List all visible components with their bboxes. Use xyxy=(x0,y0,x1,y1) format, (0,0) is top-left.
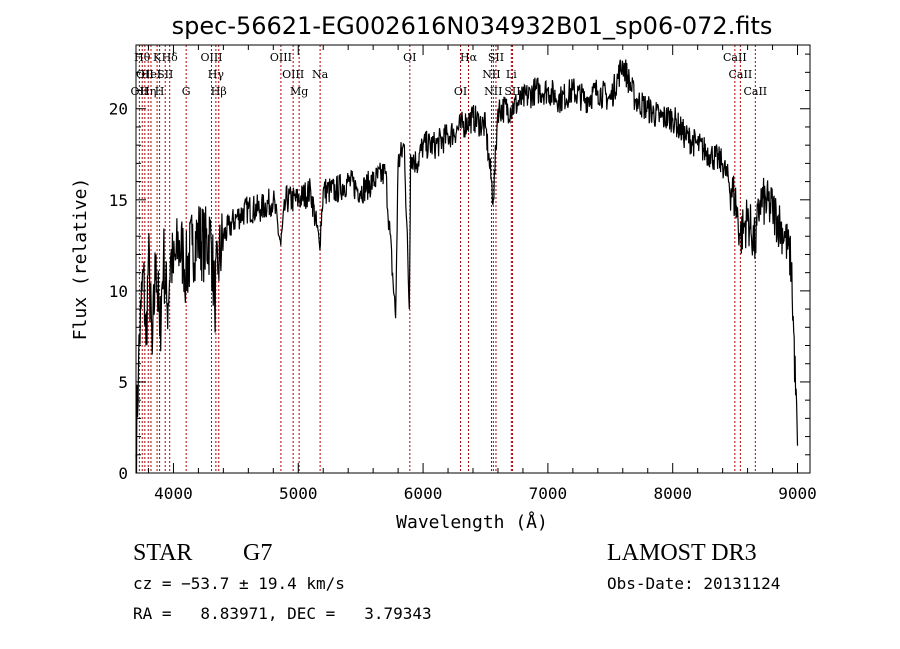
object-subclass: G7 xyxy=(243,540,273,566)
spectral-line-label: Hθ xyxy=(134,51,151,64)
y-axis-ticks: 0 5 10 15 20 xyxy=(109,53,810,483)
y-tick-label: 0 xyxy=(118,464,128,483)
spectral-line-label: SII xyxy=(504,85,520,98)
x-tick-label: 6000 xyxy=(404,484,443,503)
y-tick-label: 20 xyxy=(109,100,128,119)
object-class: STAR xyxy=(133,540,193,566)
spectral-line-label: OI xyxy=(403,51,416,64)
spectral-line-label: CaII xyxy=(729,68,753,81)
y-tick-label: 15 xyxy=(109,191,128,210)
spectral-line-label: OIII xyxy=(270,51,292,64)
y-tick-label: 10 xyxy=(109,282,128,301)
spectral-line-markers xyxy=(138,45,756,473)
x-tick-label: 5000 xyxy=(279,484,318,503)
spectral-line-label: OII xyxy=(136,68,154,81)
x-tick-label: 4000 xyxy=(154,484,193,503)
x-tick-label: 7000 xyxy=(529,484,568,503)
spectral-line-label: Hγ xyxy=(208,68,225,81)
x-tick-label: 9000 xyxy=(778,484,817,503)
spectral-line-label: SII xyxy=(488,51,504,64)
spectral-line-label: HeI xyxy=(141,68,161,81)
spectral-line-label: G xyxy=(182,85,191,98)
spectral-line-label: OI xyxy=(454,85,467,98)
chart-title: spec-56621-EG002616N034932B01_sp06-072.f… xyxy=(172,12,773,40)
spectral-line-label: Li xyxy=(506,68,517,81)
x-axis-label: Wavelength (Å) xyxy=(396,511,548,533)
spectral-line-labels: OIIHθOIIHηHeIKHSIIHδGOIIIHγHβOIIIOIIIMgN… xyxy=(131,51,768,98)
redshift-value: cz = −53.7 ± 19.4 km/s xyxy=(133,574,345,593)
spectral-line-label: NII xyxy=(484,85,502,98)
x-axis-ticks: 4000 5000 6000 7000 8000 9000 xyxy=(147,45,817,503)
spectral-line-label: Na xyxy=(312,68,329,81)
survey-name: LAMOST DR3 xyxy=(607,540,757,566)
y-tick-label: 5 xyxy=(118,373,128,392)
spectral-line-label: H xyxy=(155,85,165,98)
spectrum-series-line xyxy=(135,59,799,474)
observation-date: Obs-Date: 20131124 xyxy=(607,574,781,593)
coordinates: RA = 8.83971, DEC = 3.79343 xyxy=(133,604,432,623)
spectral-line-label: Hη xyxy=(140,85,156,98)
spectral-line-label: NII xyxy=(482,68,500,81)
spectral-line-label: CaII xyxy=(743,85,767,98)
spectral-line-label: K xyxy=(153,51,162,64)
spectral-line-label: OIII xyxy=(282,68,304,81)
spectral-line-label: Hα xyxy=(460,51,478,64)
spectral-line-label: Mg xyxy=(290,85,308,98)
y-axis-label: Flux (relative) xyxy=(70,178,91,341)
spectral-line-label: CaII xyxy=(723,51,747,64)
spectral-line-label: SII xyxy=(157,68,173,81)
spectral-line-label: OIII xyxy=(200,51,222,64)
spectral-line-label: Hδ xyxy=(162,51,179,64)
x-tick-label: 8000 xyxy=(653,484,692,503)
spectral-line-label: OII xyxy=(131,85,149,98)
spectral-line-label: Hβ xyxy=(211,85,227,98)
